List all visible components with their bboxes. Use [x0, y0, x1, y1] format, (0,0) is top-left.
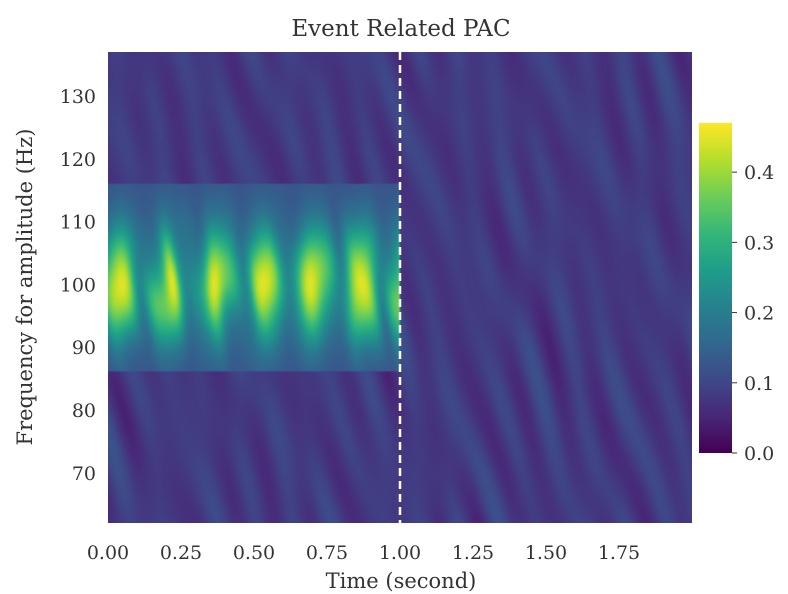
colorbar: 0.0 0.1 0.2 0.3 0.4 [699, 123, 774, 465]
colorbar-gradient [699, 123, 732, 453]
x-tick-label: 0.00 [87, 542, 129, 564]
colorbar-tick-label: 0.0 [744, 443, 774, 465]
y-tick-label: 90 [72, 337, 96, 359]
x-tick-label: 0.25 [160, 542, 202, 564]
plot-area [108, 52, 692, 523]
x-axis-ticks: 0.00 0.25 0.50 0.75 1.00 1.25 1.50 1.75 [87, 542, 640, 564]
y-axis-label: Frequency for amplitude (Hz) [13, 129, 37, 446]
x-tick-label: 1.50 [525, 542, 567, 564]
x-tick-label: 1.75 [598, 542, 640, 564]
colorbar-tick-label: 0.4 [744, 162, 774, 184]
colorbar-tick-label: 0.3 [744, 232, 774, 254]
y-tick-label: 100 [60, 274, 96, 296]
x-tick-label: 0.75 [306, 542, 348, 564]
y-axis-ticks: 70 80 90 100 110 120 130 [60, 86, 96, 485]
y-tick-label: 110 [60, 212, 96, 234]
x-tick-label: 1.00 [379, 542, 421, 564]
x-tick-label: 1.25 [452, 542, 494, 564]
colorbar-ticks: 0.0 0.1 0.2 0.3 0.4 [732, 162, 774, 465]
y-tick-label: 80 [72, 400, 96, 422]
y-tick-label: 120 [60, 149, 96, 171]
colorbar-tick-label: 0.1 [744, 373, 774, 395]
x-tick-label: 0.50 [233, 542, 275, 564]
y-tick-label: 70 [72, 463, 96, 485]
colorbar-tick-label: 0.2 [744, 303, 774, 325]
y-tick-label: 130 [60, 86, 96, 108]
x-axis-label: Time (second) [326, 569, 477, 593]
chart-title: Event Related PAC [291, 16, 510, 42]
